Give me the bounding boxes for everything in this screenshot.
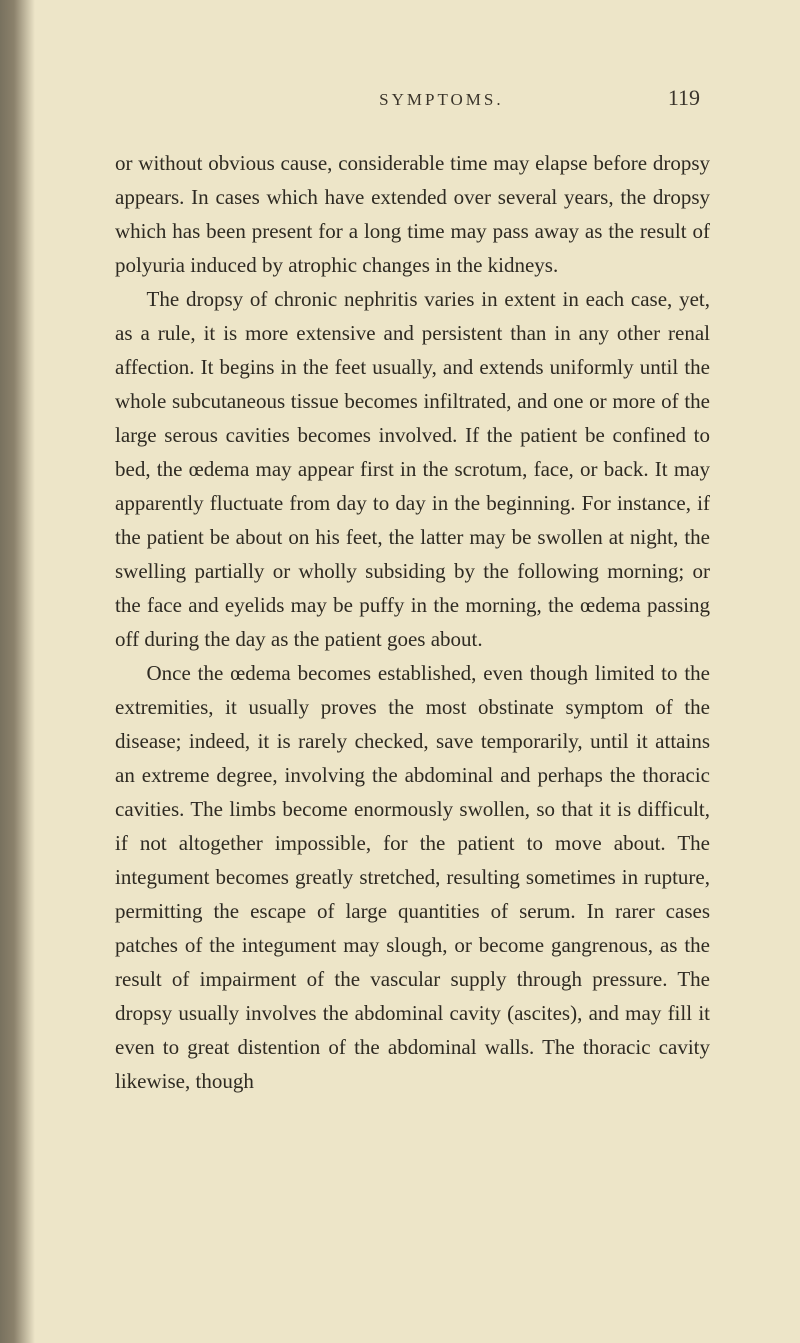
body-text: or without obvious cause, considerable t… <box>115 146 710 1098</box>
header-title: SYMPTOMS. <box>125 90 668 110</box>
book-page: SYMPTOMS. 119 or without obvious cause, … <box>0 0 800 1343</box>
paragraph-2: The dropsy of chronic nephritis varies i… <box>115 282 710 656</box>
page-header: SYMPTOMS. 119 <box>115 85 710 111</box>
page-number: 119 <box>668 85 700 111</box>
paragraph-1: or without obvious cause, considerable t… <box>115 146 710 282</box>
paragraph-3: Once the œdema becomes established, even… <box>115 656 710 1098</box>
